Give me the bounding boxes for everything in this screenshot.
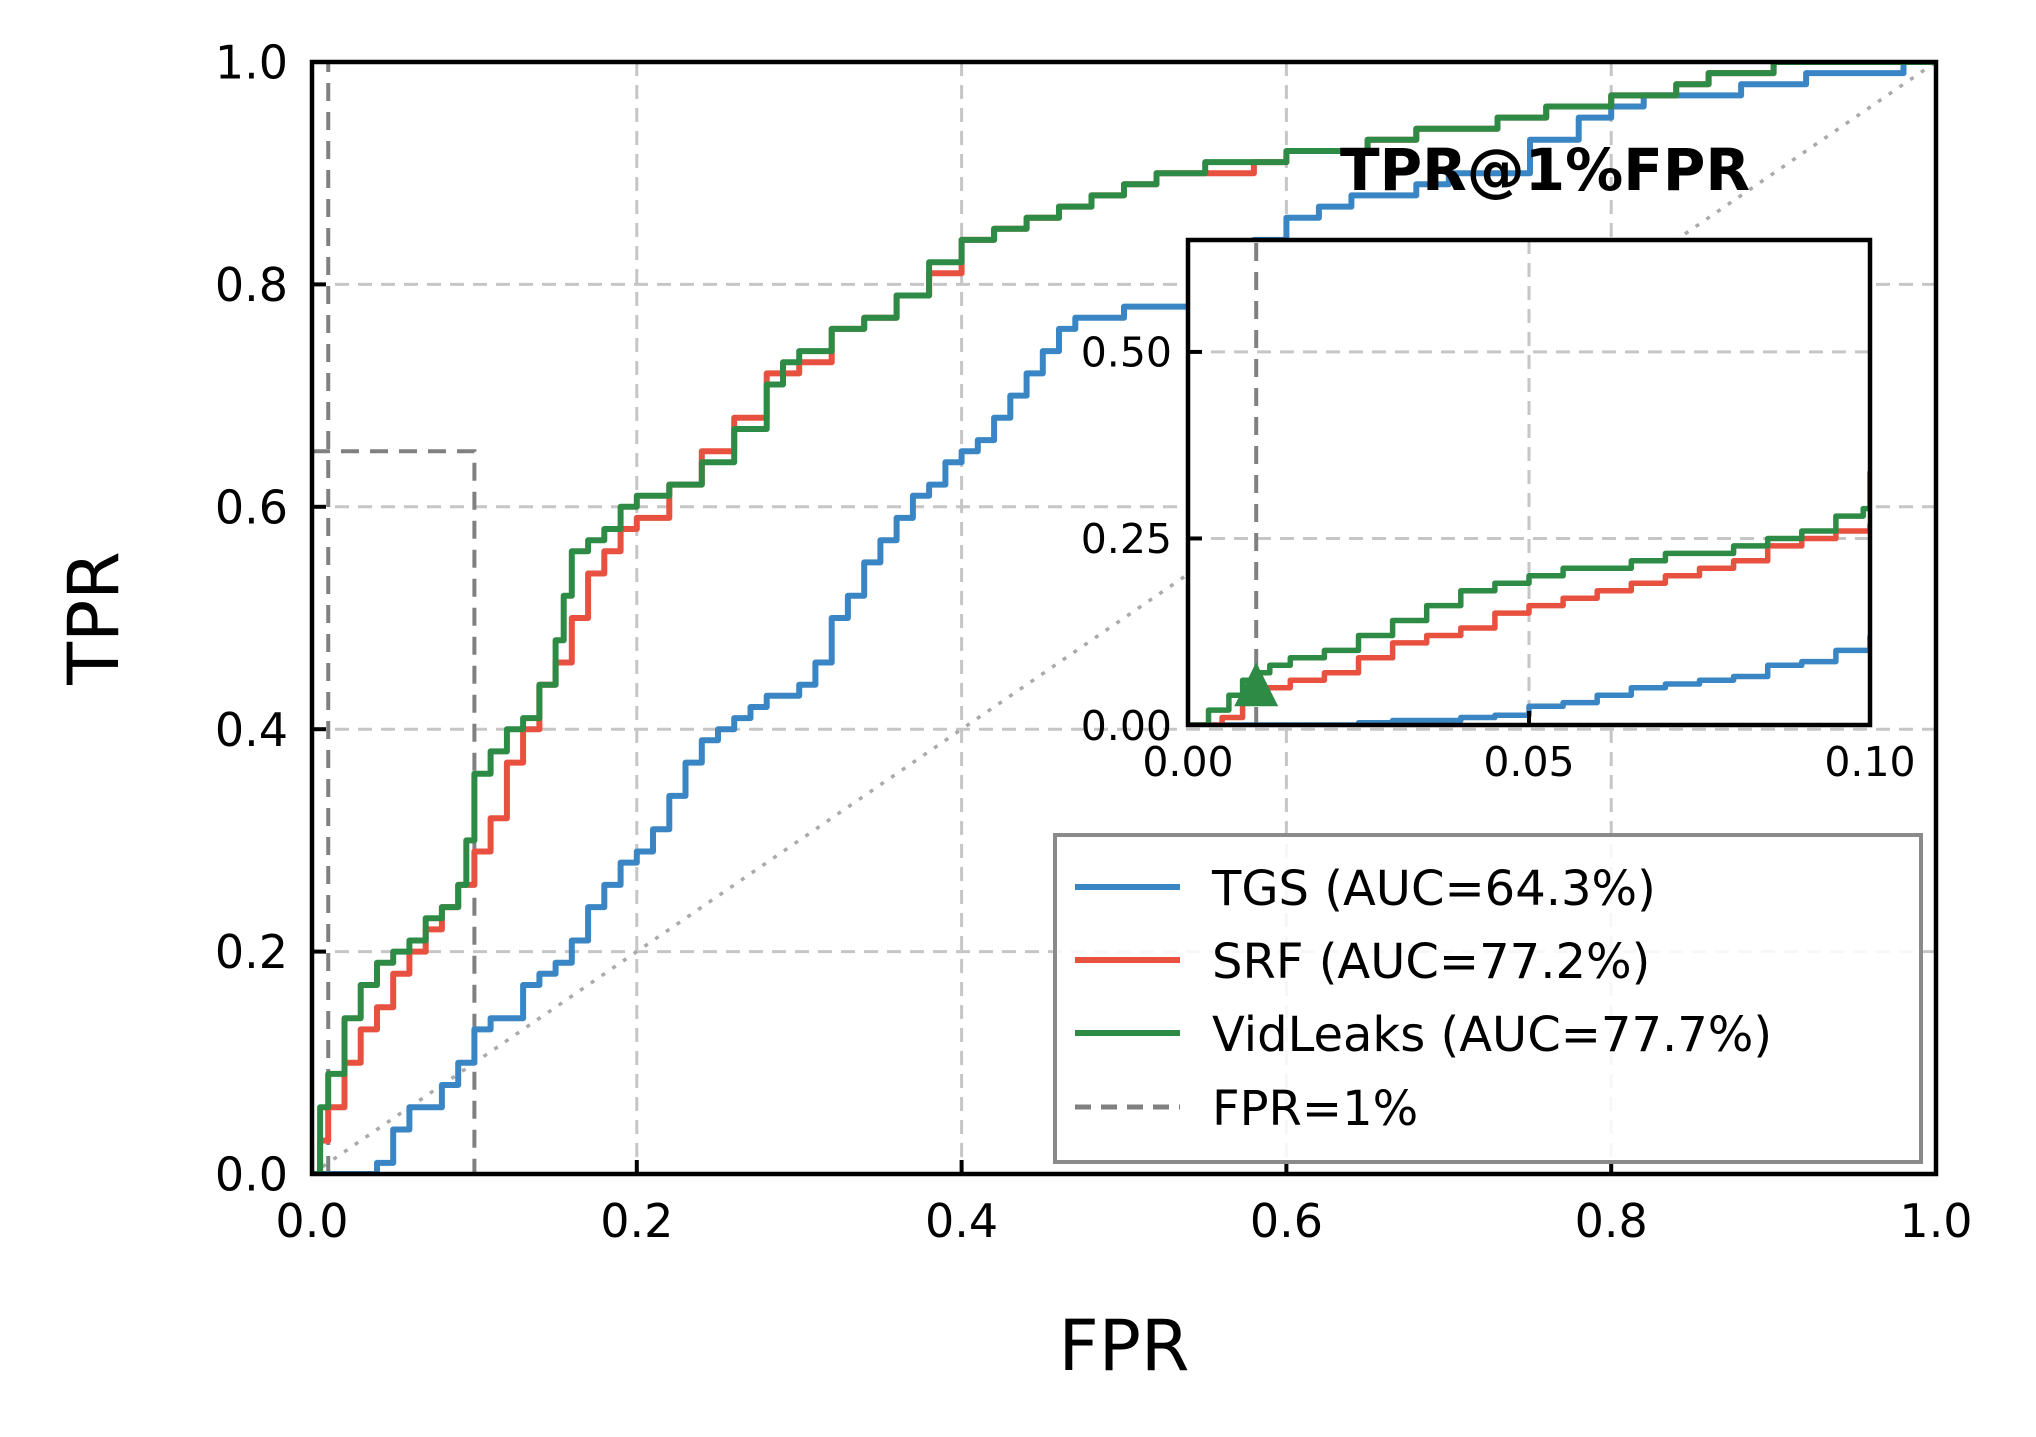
main-plot-frame xyxy=(309,59,1939,1177)
legend-label-tgs: TGS (AUC=64.3%) xyxy=(1211,861,1656,917)
main-x-axis-label: FPR xyxy=(1058,1305,1189,1387)
main-series-tgs xyxy=(312,62,1936,1174)
legend-frame xyxy=(1053,833,1923,1164)
main-x-tick-label: 0.8 xyxy=(1575,1194,1648,1248)
main-ticks: 0.0 0.2 0.4 0.6 0.8 1.0 0.0 0.2 0.4 0.6 0.8 1.0 xyxy=(215,36,1973,1249)
inset-ticks: 0.00 0.05 0.10 0.00 0.25 0.50 xyxy=(1081,329,1916,786)
legend-item-tgs: TGS (AUC=64.3%) xyxy=(1075,861,1656,917)
legend-label-srf: SRF (AUC=77.2%) xyxy=(1212,934,1650,990)
inset-y-tick-label: 0.00 xyxy=(1081,702,1172,750)
main-y-tick-label: 0.4 xyxy=(215,703,288,757)
inset-marker-triangle xyxy=(1234,662,1279,707)
inset-chart: 0.00 0.05 0.10 0.00 0.25 0.50 TPR@1%FPR xyxy=(1081,136,1916,786)
main-y-tick-label: 0.6 xyxy=(215,480,288,534)
inset-x-tick-label: 0.00 xyxy=(1142,738,1233,786)
main-y-axis-label: TPR xyxy=(53,551,135,686)
main-x-tick-label: 0.6 xyxy=(1250,1194,1323,1248)
inset-series-tgs xyxy=(1188,635,1870,725)
inset-y-tick-label: 0.25 xyxy=(1081,515,1172,563)
inset-series-srf xyxy=(1188,523,1870,725)
inset-title: TPR@1%FPR xyxy=(1340,136,1750,204)
main-series-vidleaks xyxy=(312,62,1936,1174)
legend-item-fpr-1pct: FPR=1% xyxy=(1075,1081,1418,1137)
inset-x-tick-label: 0.05 xyxy=(1483,738,1574,786)
inset-marker-group xyxy=(1234,662,1279,707)
main-y-tick-label: 1.0 xyxy=(215,36,288,90)
main-series xyxy=(312,62,1936,1174)
legend-item-vidleaks: VidLeaks (AUC=77.7%) xyxy=(1075,1007,1772,1063)
main-y-tick-label: 0.0 xyxy=(215,1148,288,1202)
main-chart: 0.0 0.2 0.4 0.6 0.8 1.0 0.0 0.2 0.4 0.6 0.8 1.0 FPR… xyxy=(53,36,1973,1387)
main-x-tick-label: 0.2 xyxy=(600,1194,673,1248)
legend-item-srf: SRF (AUC=77.2%) xyxy=(1075,934,1650,990)
inset-y-tick-label: 0.50 xyxy=(1081,329,1172,377)
main-x-tick-label: 0.4 xyxy=(925,1194,998,1248)
zoom-region-box xyxy=(312,449,477,1174)
legend-label-vidleaks: VidLeaks (AUC=77.7%) xyxy=(1212,1007,1772,1063)
legend: TGS (AUC=64.3%) SRF (AUC=77.2%) VidLeaks… xyxy=(1053,833,1923,1164)
main-y-tick-label: 0.2 xyxy=(215,925,288,979)
main-x-tick-label: 0.0 xyxy=(275,1194,348,1248)
main-y-tick-label: 0.8 xyxy=(215,258,288,312)
inset-x-tick-label: 0.10 xyxy=(1824,738,1915,786)
legend-label-fpr-1pct: FPR=1% xyxy=(1212,1081,1418,1137)
main-x-tick-label: 1.0 xyxy=(1899,1194,1972,1248)
